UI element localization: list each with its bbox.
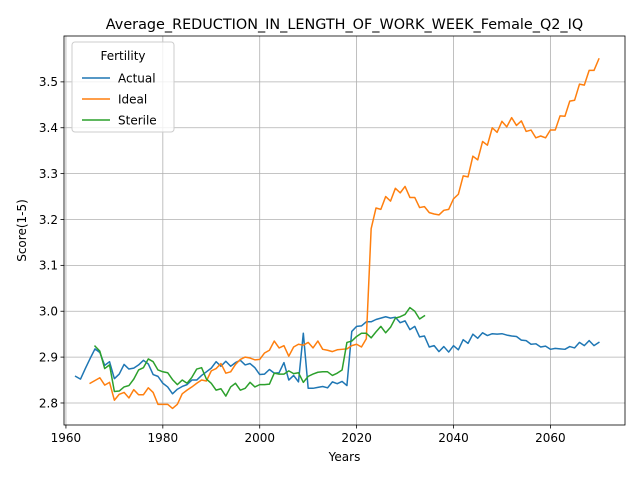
y-tick-label: 3.1 — [39, 259, 58, 273]
x-tick-label: 1980 — [148, 431, 179, 445]
y-tick-label: 3.3 — [39, 167, 58, 181]
x-tick-label: 1960 — [51, 431, 82, 445]
y-tick-label: 2.9 — [39, 350, 58, 364]
legend-label-sterile: Sterile — [118, 114, 157, 128]
series-line-ideal — [89, 57, 600, 410]
legend-label-ideal: Ideal — [118, 93, 147, 107]
legend-label-actual: Actual — [118, 72, 156, 86]
y-tick-label: 3.4 — [39, 121, 58, 135]
y-axis-title: Score(1-5) — [15, 199, 29, 262]
y-tick-label: 2.8 — [39, 396, 58, 410]
y-axis-ticks: 2.8 2.9 3.0 3.1 3.2 3.3 3.4 3.5 — [39, 75, 64, 410]
x-tick-label: 2060 — [535, 431, 566, 445]
legend: Fertility Actual Ideal Sterile — [71, 41, 175, 133]
series-line-sterile — [93, 306, 426, 397]
grid — [64, 36, 625, 425]
x-tick-label: 2000 — [244, 431, 275, 445]
x-axis-title: Years — [328, 450, 361, 464]
plot-frame — [63, 35, 626, 426]
y-tick-label: 3.5 — [39, 75, 58, 89]
x-axis-ticks: 1960 1980 2000 2020 2040 2060 — [51, 425, 566, 445]
legend-box — [71, 41, 175, 133]
y-tick-label: 3.2 — [39, 213, 58, 227]
legend-title: Fertility — [100, 49, 145, 63]
chart-title: Average_REDUCTION_IN_LENGTH_OF_WORK_WEEK… — [106, 17, 583, 33]
series-layer — [74, 57, 600, 410]
y-tick-label: 3.0 — [39, 305, 58, 319]
x-tick-label: 2020 — [341, 431, 372, 445]
x-tick-label: 2040 — [438, 431, 469, 445]
series-line-actual — [74, 315, 600, 395]
